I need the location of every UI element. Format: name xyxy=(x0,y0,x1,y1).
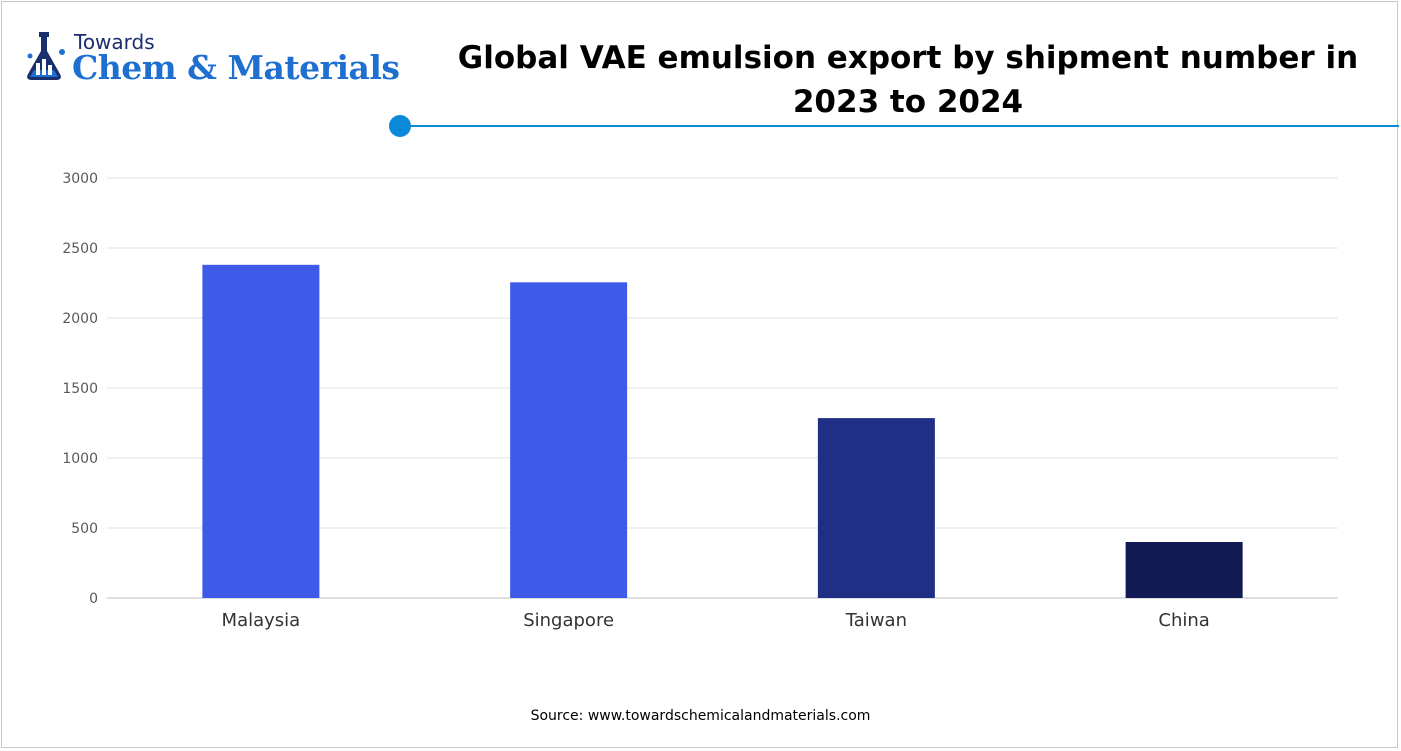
title-divider-line xyxy=(400,125,1399,127)
chart-title: Global VAE emulsion export by shipment n… xyxy=(457,40,1359,120)
source-note: Source: www.towardschemicalandmaterials.… xyxy=(530,708,871,724)
bar-malaysia xyxy=(202,264,320,598)
x-tick-label: Malaysia xyxy=(222,610,301,631)
brand-name-small: Towards xyxy=(74,30,155,54)
flask-logo-icon xyxy=(27,32,65,80)
bar-chart: 0 500 1000 1500 2000 2500 3000 Malaysia Singapor… xyxy=(62,171,1338,631)
x-tick-label: China xyxy=(1158,610,1209,631)
bar-singapore xyxy=(510,282,628,598)
bar-china xyxy=(1125,542,1243,598)
title-divider-dot xyxy=(389,115,411,137)
y-tick-label: 500 xyxy=(71,521,98,537)
y-tick-label: 2000 xyxy=(62,311,98,327)
y-tick-label: 3000 xyxy=(62,171,98,187)
y-tick-label: 2500 xyxy=(62,241,98,257)
x-tick-label: Singapore xyxy=(523,610,614,631)
bar-taiwan xyxy=(817,418,935,598)
y-tick-label: 1500 xyxy=(62,381,98,397)
y-tick-label: 0 xyxy=(89,591,98,607)
y-tick-label: 1000 xyxy=(62,451,98,467)
brand-logo: Towards Chem & Materials xyxy=(22,30,400,90)
x-tick-label: Taiwan xyxy=(845,610,907,631)
brand-name-large: Chem & Materials xyxy=(72,48,400,87)
